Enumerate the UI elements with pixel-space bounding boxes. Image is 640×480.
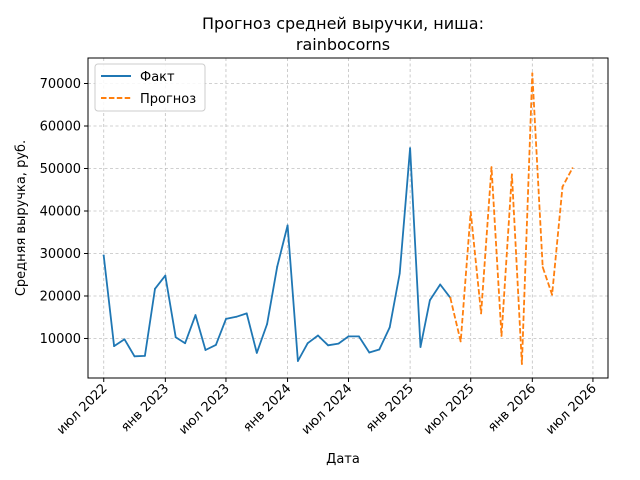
data-point-forecast — [521, 363, 523, 365]
data-point-forecast — [490, 166, 493, 169]
x-tick-label: июл 2025 — [421, 381, 478, 438]
data-point-fact — [388, 326, 391, 329]
data-point-fact — [266, 323, 268, 325]
x-tick-label: янв 2025 — [363, 381, 417, 435]
data-point-fact — [276, 265, 279, 268]
plot-frame — [87, 57, 609, 379]
y-tick-label: 30000 — [40, 247, 81, 262]
data-point-forecast — [449, 296, 452, 299]
x-tick-label: янв 2023 — [118, 381, 172, 435]
legend-label-forecast: Прогноз — [140, 92, 196, 107]
chart-title-line1: Прогноз средней выручки, ниша: — [202, 14, 484, 33]
data-point-fact — [255, 352, 258, 354]
data-point-forecast — [459, 340, 462, 343]
y-tick-label: 70000 — [40, 77, 81, 92]
data-point-fact — [123, 338, 126, 341]
data-point-fact — [347, 335, 350, 338]
data-point-fact — [225, 318, 227, 320]
x-tick-label: июл 2023 — [176, 381, 233, 438]
x-tick-label: июл 2024 — [299, 381, 356, 438]
data-point-fact — [286, 224, 289, 227]
legend-label-fact: Факт — [140, 70, 175, 85]
data-point-fact — [429, 299, 431, 302]
data-point-fact — [297, 360, 299, 362]
data-point-fact — [368, 351, 371, 354]
y-tick-label: 50000 — [40, 162, 81, 177]
y-axis-label: Средняя выручка, руб. — [14, 140, 29, 296]
data-point-fact — [164, 274, 167, 277]
x-tick-label: янв 2024 — [241, 381, 295, 435]
data-point-fact — [409, 147, 411, 150]
data-point-fact — [184, 342, 187, 345]
series-line-forecast — [449, 72, 574, 365]
data-point-forecast — [480, 312, 482, 315]
y-tick-label: 60000 — [40, 119, 81, 134]
series-lines — [102, 72, 574, 365]
data-point-fact — [144, 355, 146, 357]
data-point-fact — [133, 355, 136, 358]
chart-title-line2: rainbocorns — [296, 35, 390, 54]
data-point-fact — [245, 312, 248, 315]
data-point-fact — [317, 334, 319, 337]
data-point-fact — [102, 254, 105, 257]
legend: Факт Прогноз — [94, 63, 206, 112]
data-point-forecast — [571, 167, 574, 170]
grid — [88, 58, 608, 378]
x-tick-label: янв 2026 — [485, 381, 539, 435]
data-point-fact — [204, 349, 207, 351]
data-point-fact — [194, 314, 197, 316]
data-point-forecast — [469, 210, 472, 213]
data-point-fact — [439, 283, 442, 286]
y-tick-label: 10000 — [40, 332, 81, 347]
data-point-fact — [235, 315, 238, 318]
data-point-forecast — [561, 185, 564, 188]
series-line-fact — [102, 147, 452, 362]
data-point-forecast — [541, 266, 544, 268]
x-tick-label: июл 2026 — [543, 381, 600, 438]
data-point-forecast — [531, 72, 534, 75]
data-point-fact — [398, 272, 401, 275]
data-point-fact — [113, 345, 115, 347]
data-point-forecast — [500, 335, 503, 337]
data-point-fact — [174, 336, 177, 339]
x-tick-label: июл 2022 — [54, 381, 111, 438]
data-point-fact — [337, 342, 340, 345]
x-axis-label: Дата — [326, 452, 360, 467]
data-point-forecast — [551, 293, 553, 296]
data-point-fact — [378, 348, 381, 351]
data-point-fact — [419, 346, 422, 348]
data-point-fact — [215, 344, 217, 346]
data-point-forecast — [511, 173, 513, 176]
y-tick-label: 20000 — [40, 289, 81, 304]
data-point-fact — [327, 344, 329, 347]
data-point-fact — [306, 342, 309, 345]
y-tick-label: 40000 — [40, 204, 81, 219]
data-point-fact — [154, 287, 156, 290]
data-point-fact — [358, 335, 360, 338]
